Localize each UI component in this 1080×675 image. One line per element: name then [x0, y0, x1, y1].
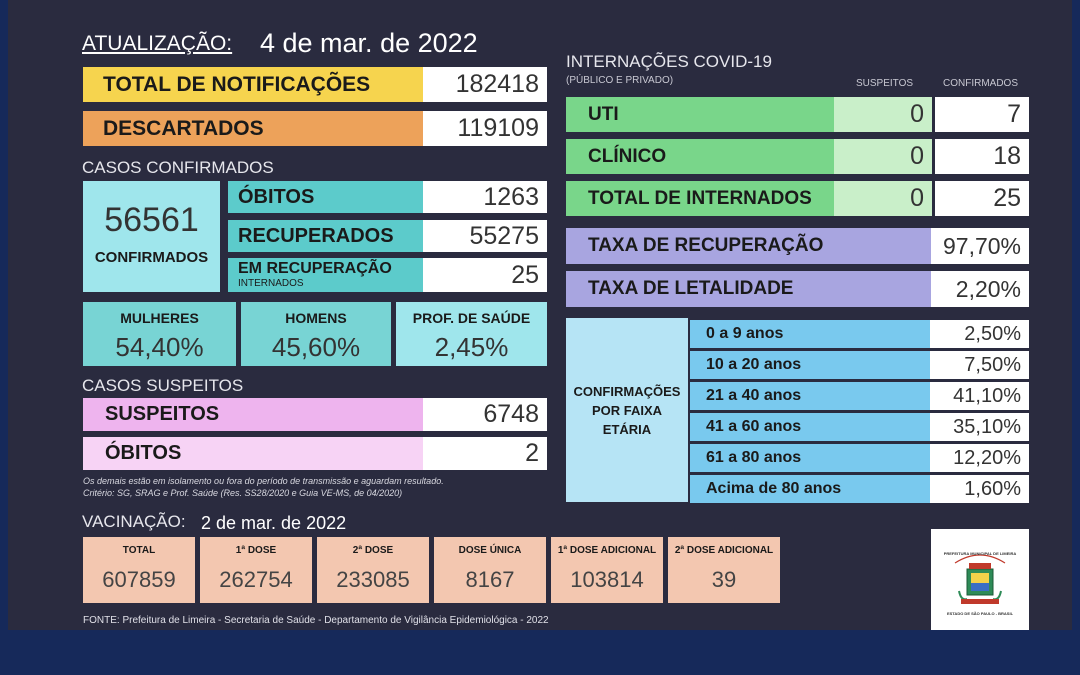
vacina-box-value: 8167 [465, 567, 515, 592]
vacina-box-value: 39 [711, 567, 737, 592]
faixa-etaria-title-1: CONFIRMAÇÕES [573, 384, 681, 399]
col-suspeitos-header: SUSPEITOS [856, 78, 914, 89]
confirmados-total-value: 56561 [104, 201, 199, 239]
vacina-box-label: 1ª DOSE [235, 545, 277, 556]
recuperados-label: RECUPERADOS [228, 220, 423, 252]
vacina-box-label: 2ª DOSE [352, 545, 394, 556]
suspeitos-label: SUSPEITOS [83, 398, 423, 431]
obitos-label: ÓBITOS [228, 181, 423, 213]
faixa-row-label: 61 a 80 anos [690, 444, 930, 472]
col-confirmados-header: CONFIRMADOS [943, 78, 1018, 89]
suspeitos-obitos-label: ÓBITOS [83, 437, 423, 470]
vacinacao-date: 2 de mar. de 2022 [201, 513, 347, 533]
faixa-row-label: 10 a 20 anos [690, 351, 930, 379]
uti-label: UTI [566, 97, 834, 132]
faixa-row-value: 35,10% [930, 413, 1029, 441]
vacina-box-value: 262754 [219, 567, 293, 592]
uti-suspeitos-value: 0 [834, 97, 932, 132]
confirmados-section-title: CASOS CONFIRMADOS [82, 158, 274, 177]
confirmados-total-box: 56561 CONFIRMADOS [83, 181, 220, 292]
vacina-box-dose-adicional-2: 2ª DOSE ADICIONAL 39 [668, 537, 780, 603]
prof-saude-label: PROF. DE SAÚDE [412, 310, 531, 326]
faixa-etaria-title-box: CONFIRMAÇÕES POR FAIXA ETÁRIA [566, 318, 688, 502]
confirmados-total-label: CONFIRMADOS [94, 249, 209, 266]
vacina-box-value: 607859 [102, 567, 176, 592]
taxa-recuperacao-label: TAXA DE RECUPERAÇÃO [566, 228, 931, 264]
logo-top-text: PREFEITURA MUNICIPAL DE LIMEIRA [943, 551, 1017, 556]
vacina-box-dose1: 1ª DOSE 262754 [200, 537, 312, 603]
homens-box: HOMENS 45,60% [241, 302, 391, 366]
faixa-row-value: 41,10% [930, 382, 1029, 410]
homens-label: HOMENS [285, 310, 347, 326]
mulheres-value: 54,40% [115, 332, 204, 362]
total-internados-confirmados-value: 25 [935, 181, 1029, 216]
notificacoes-label: TOTAL DE NOTIFICAÇÕES [83, 67, 423, 102]
faixa-row-value: 1,60% [930, 475, 1029, 503]
vacina-box-label: 1ª DOSE ADICIONAL [557, 545, 657, 556]
logo-bottom-text: ESTADO DE SÃO PAULO - BRASIL [946, 611, 1014, 616]
suspeitos-value: 6748 [423, 398, 547, 431]
taxa-recuperacao-value: 97,70% [931, 228, 1029, 264]
internacoes-subtitle: (PÚBLICO E PRIVADO) [566, 75, 674, 86]
clinico-label: CLÍNICO [566, 139, 834, 174]
brasao-icon [954, 554, 1006, 604]
faixa-row-value: 7,50% [930, 351, 1029, 379]
em-recuperacao-label-box: EM RECUPERAÇÃO INTERNADOS [228, 258, 423, 292]
taxa-letalidade-value: 2,20% [931, 271, 1029, 307]
update-date: 4 de mar. de 2022 [260, 28, 478, 58]
vacina-box-dose2: 2ª DOSE 233085 [317, 537, 429, 603]
infographic-board: ATUALIZAÇÃO: 4 de mar. de 2022 TOTAL DE … [8, 0, 1072, 630]
vacina-box-label: 2ª DOSE ADICIONAL [674, 545, 774, 556]
taxa-letalidade-label: TAXA DE LETALIDADE [566, 271, 931, 307]
mulheres-box: MULHERES 54,40% [83, 302, 236, 366]
vacina-box-dose-unica: DOSE ÚNICA 8167 [434, 537, 546, 603]
descartados-value: 119109 [423, 111, 547, 146]
faixa-row-value: 12,20% [930, 444, 1029, 472]
descartados-label: DESCARTADOS [83, 111, 423, 146]
uti-confirmados-value: 7 [935, 97, 1029, 132]
faixa-row-label: 0 a 9 anos [690, 320, 930, 348]
obitos-value: 1263 [423, 181, 547, 213]
suspeitos-obitos-value: 2 [423, 437, 547, 470]
suspeitos-note-2: Critério: SG, SRAG e Prof. Saúde (Res. S… [83, 488, 403, 498]
prof-saude-value: 2,45% [434, 332, 509, 362]
vacina-box-dose-adicional-1: 1ª DOSE ADICIONAL 103814 [551, 537, 663, 603]
suspeitos-note-1: Os demais estão em isolamento ou fora do… [83, 476, 444, 486]
internacoes-title: INTERNAÇÕES COVID-19 [566, 52, 772, 71]
vacina-box-value: 103814 [570, 567, 644, 592]
suspeitos-section-title: CASOS SUSPEITOS [82, 376, 244, 395]
faixa-etaria-title-3: ETÁRIA [602, 422, 652, 437]
faixa-row-label: 21 a 40 anos [690, 382, 930, 410]
faixa-etaria-title-2: POR FAIXA [591, 403, 663, 418]
notificacoes-value: 182418 [423, 67, 547, 102]
clinico-confirmados-value: 18 [935, 139, 1029, 174]
faixa-row-label: Acima de 80 anos [690, 475, 930, 503]
homens-value: 45,60% [271, 332, 361, 362]
total-internados-label: TOTAL DE INTERNADOS [566, 181, 834, 216]
vacina-box-label: TOTAL [122, 545, 156, 556]
faixa-row-value: 2,50% [930, 320, 1029, 348]
em-recuperacao-value: 25 [423, 258, 547, 292]
vacina-box-label: DOSE ÚNICA [458, 545, 522, 556]
vacina-box-value: 233085 [336, 567, 410, 592]
total-internados-suspeitos-value: 0 [834, 181, 932, 216]
footer-source: FONTE: Prefeitura de Limeira - Secretari… [83, 615, 549, 626]
update-label: ATUALIZAÇÃO: [82, 32, 233, 55]
faixa-row-label: 41 a 60 anos [690, 413, 930, 441]
prefeitura-logo: PREFEITURA MUNICIPAL DE LIMEIRA ESTADO D… [931, 529, 1029, 630]
em-recuperacao-label: EM RECUPERAÇÃO [238, 260, 392, 277]
vacinacao-label: VACINAÇÃO: [82, 512, 186, 531]
prof-saude-box: PROF. DE SAÚDE 2,45% [396, 302, 547, 366]
em-recuperacao-sub: INTERNADOS [238, 278, 304, 289]
clinico-suspeitos-value: 0 [834, 139, 932, 174]
vacina-box-total: TOTAL 607859 [83, 537, 195, 603]
recuperados-value: 55275 [423, 220, 547, 252]
mulheres-label: MULHERES [120, 310, 199, 326]
